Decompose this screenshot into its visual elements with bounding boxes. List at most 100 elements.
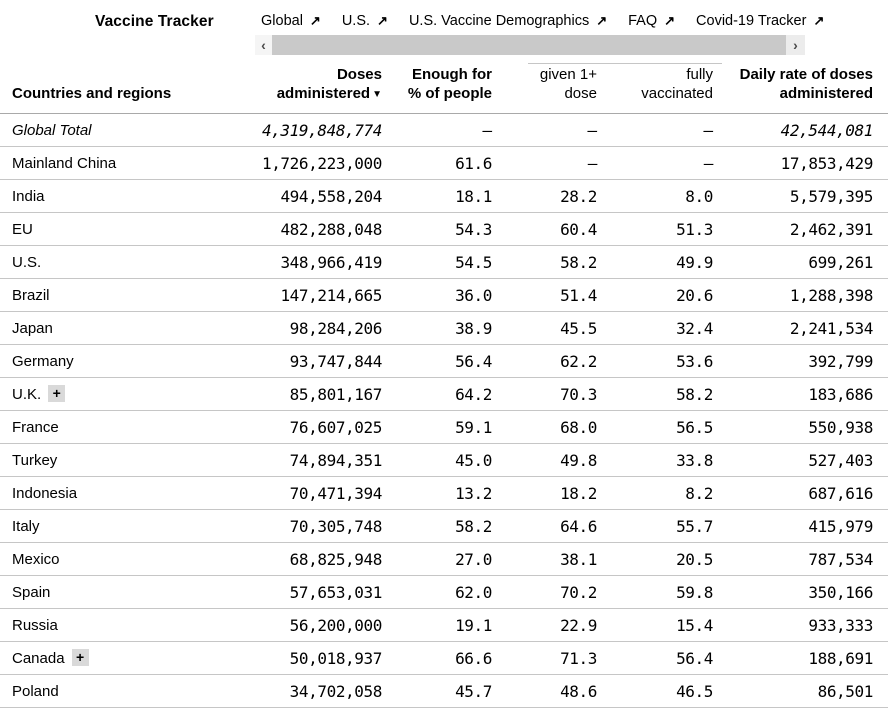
- fully-vaccinated-cell: 49.9: [597, 245, 713, 279]
- fully-vaccinated-cell: 20.5: [597, 542, 713, 576]
- daily-rate-cell: 415,979: [713, 509, 888, 543]
- given-1plus-dose-cell: 60.4: [492, 212, 597, 246]
- country-name: Spain: [12, 583, 51, 601]
- external-link-arrow-icon: ↗: [664, 12, 676, 28]
- table-row: Spain 57,653,031 62.0 70.2 59.8 350,166: [0, 575, 888, 609]
- column-header-daily-rate[interactable]: Daily rate of doses administered: [713, 64, 888, 114]
- fully-vaccinated-cell: 15.4: [597, 608, 713, 642]
- country-name-cell: France: [0, 410, 212, 444]
- table-row: Germany 93,747,844 56.4 62.2 53.6 392,79…: [0, 344, 888, 378]
- country-name: France: [12, 418, 59, 436]
- table-row: Mainland China 1,726,223,000 61.6 – – 17…: [0, 146, 888, 180]
- enough-for-percent-cell: 56.4: [382, 344, 492, 378]
- doses-administered-cell: 56,200,000: [212, 608, 382, 642]
- given-1plus-dose-cell: 70.3: [492, 377, 597, 411]
- given-1plus-dose-cell: 45.5: [492, 311, 597, 345]
- fully-vaccinated-cell: 56.4: [597, 641, 713, 675]
- country-name: India: [12, 187, 45, 205]
- table-row: Russia 56,200,000 19.1 22.9 15.4 933,333: [0, 608, 888, 642]
- daily-rate-cell: 392,799: [713, 344, 888, 378]
- column-header-doses-administered[interactable]: Doses administered ▼: [212, 64, 382, 114]
- expand-row-button[interactable]: +: [48, 385, 66, 402]
- nav-item-u-s-[interactable]: U.S. ↗: [342, 13, 388, 29]
- daily-rate-cell: 1,288,398: [713, 278, 888, 312]
- nav-item-u-s-vaccine-demographics[interactable]: U.S. Vaccine Demographics ↗: [409, 13, 607, 29]
- given-1plus-dose-cell: 70.2: [492, 575, 597, 609]
- country-name-cell: Japan: [0, 311, 212, 345]
- fully-vaccinated-cell: 46.5: [597, 674, 713, 708]
- country-name: Canada: [12, 650, 65, 667]
- sort-descending-icon: ▼: [372, 89, 382, 101]
- table-row: France 76,607,025 59.1 68.0 56.5 550,938: [0, 410, 888, 444]
- column-header-fully-vaccinated[interactable]: fully vaccinated: [597, 64, 713, 114]
- external-link-arrow-icon: ↗: [596, 12, 608, 28]
- daily-rate-cell: 183,686: [713, 377, 888, 411]
- country-name: Brazil: [12, 286, 50, 304]
- doses-administered-cell: 147,214,665: [212, 278, 382, 312]
- given-1plus-dose-cell: –: [492, 113, 597, 147]
- enough-for-percent-cell: 45.0: [382, 443, 492, 477]
- nav-item-covid-19-tracker[interactable]: Covid-19 Tracker ↗: [696, 13, 824, 29]
- country-name-cell: Poland: [0, 674, 212, 708]
- table-row: U.K. + 85,801,167 64.2 70.3 58.2 183,686: [0, 377, 888, 411]
- doses-administered-cell: 74,894,351: [212, 443, 382, 477]
- scroll-left-button[interactable]: ‹: [255, 35, 272, 55]
- daily-rate-cell: 687,616: [713, 476, 888, 510]
- nav-item-global[interactable]: Global ↗: [261, 13, 321, 29]
- expand-row-button[interactable]: +: [71, 649, 89, 666]
- country-name-cell: U.K. +: [0, 377, 212, 411]
- horizontal-scrollbar[interactable]: ‹ ›: [255, 35, 805, 55]
- enough-for-percent-cell: –: [382, 113, 492, 147]
- scrollbar-thumb[interactable]: [272, 35, 786, 55]
- country-name-cell: Germany: [0, 344, 212, 378]
- daily-rate-cell: 188,691: [713, 641, 888, 675]
- column-header-countries[interactable]: Countries and regions: [0, 64, 212, 114]
- given-1plus-dose-cell: 38.1: [492, 542, 597, 576]
- fully-vaccinated-cell: 20.6: [597, 278, 713, 312]
- column-header-given-1plus-dose[interactable]: given 1+ dose: [492, 64, 597, 114]
- enough-for-percent-cell: 45.7: [382, 674, 492, 708]
- enough-for-percent-cell: 19.1: [382, 608, 492, 642]
- external-link-arrow-icon: ↗: [309, 12, 321, 28]
- fully-vaccinated-cell: –: [597, 113, 713, 147]
- country-name: Poland: [12, 682, 59, 700]
- fully-vaccinated-cell: 33.8: [597, 443, 713, 477]
- country-name: U.K.: [12, 386, 42, 403]
- country-name: EU: [12, 220, 33, 238]
- country-name-cell: Russia: [0, 608, 212, 642]
- percent-of-people-group-rule: [528, 63, 722, 64]
- fully-vaccinated-cell: –: [597, 146, 713, 180]
- table-row: Italy 70,305,748 58.2 64.6 55.7 415,979: [0, 509, 888, 543]
- nav-item-faq[interactable]: FAQ ↗: [628, 13, 675, 29]
- table-row: Canada + 50,018,937 66.6 71.3 56.4 188,69…: [0, 641, 888, 675]
- column-header-enough-for-percent[interactable]: Enough for % of people: [382, 64, 492, 114]
- daily-rate-cell: 5,579,395: [713, 179, 888, 213]
- table-header-row: Countries and regions Doses administered…: [0, 64, 888, 114]
- doses-administered-cell: 98,284,206: [212, 311, 382, 345]
- country-name: Global Total: [12, 121, 92, 139]
- country-name-cell: Indonesia: [0, 476, 212, 510]
- table-row: Brazil 147,214,665 36.0 51.4 20.6 1,288,…: [0, 278, 888, 312]
- given-1plus-dose-cell: 22.9: [492, 608, 597, 642]
- country-name: Russia: [12, 616, 58, 634]
- country-name-cell: Mainland China: [0, 146, 212, 180]
- scroll-right-button[interactable]: ›: [786, 35, 805, 55]
- enough-for-percent-cell: 64.2: [382, 377, 492, 411]
- enough-for-percent-cell: 36.0: [382, 278, 492, 312]
- given-1plus-dose-cell: –: [492, 146, 597, 180]
- daily-rate-cell: 550,938: [713, 410, 888, 444]
- fully-vaccinated-cell: 53.6: [597, 344, 713, 378]
- country-name: U.S.: [12, 253, 42, 271]
- table-row: Mexico 68,825,948 27.0 38.1 20.5 787,534: [0, 542, 888, 576]
- country-name: Mexico: [12, 550, 60, 568]
- fully-vaccinated-cell: 59.8: [597, 575, 713, 609]
- fully-vaccinated-cell: 8.2: [597, 476, 713, 510]
- enough-for-percent-cell: 38.9: [382, 311, 492, 345]
- given-1plus-dose-cell: 51.4: [492, 278, 597, 312]
- enough-for-percent-cell: 54.3: [382, 212, 492, 246]
- table-row: U.S. 348,966,419 54.5 58.2 49.9 699,261: [0, 245, 888, 279]
- given-1plus-dose-cell: 71.3: [492, 641, 597, 675]
- doses-administered-cell: 76,607,025: [212, 410, 382, 444]
- vaccine-data-table: Countries and regions Doses administered…: [0, 64, 888, 708]
